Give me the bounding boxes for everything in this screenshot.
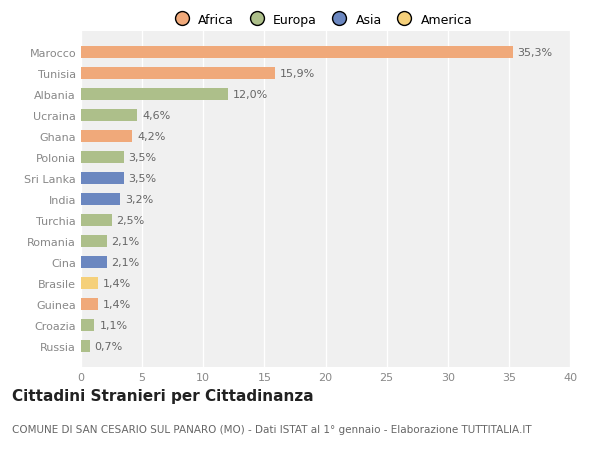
- Text: 4,2%: 4,2%: [137, 132, 166, 142]
- Bar: [81, 173, 124, 185]
- Text: 0,7%: 0,7%: [94, 341, 122, 351]
- Text: 12,0%: 12,0%: [233, 90, 268, 100]
- Bar: [81, 89, 228, 101]
- Bar: [81, 257, 107, 268]
- Bar: [81, 110, 137, 122]
- Text: 2,5%: 2,5%: [116, 216, 145, 225]
- Text: 1,4%: 1,4%: [103, 299, 131, 309]
- Text: 2,1%: 2,1%: [112, 257, 140, 268]
- Bar: [81, 236, 107, 247]
- Text: 2,1%: 2,1%: [112, 236, 140, 246]
- Bar: [81, 68, 275, 80]
- Bar: [81, 215, 112, 226]
- Text: 35,3%: 35,3%: [517, 48, 553, 58]
- Bar: [81, 131, 133, 143]
- Text: 3,2%: 3,2%: [125, 195, 153, 205]
- Legend: Africa, Europa, Asia, America: Africa, Europa, Asia, America: [164, 9, 478, 32]
- Bar: [81, 299, 98, 310]
- Bar: [81, 278, 98, 289]
- Text: 15,9%: 15,9%: [280, 69, 316, 79]
- Bar: [81, 194, 120, 206]
- Bar: [81, 152, 124, 163]
- Bar: [81, 319, 94, 331]
- Bar: [81, 47, 512, 59]
- Bar: [81, 341, 89, 352]
- Text: 3,5%: 3,5%: [128, 174, 157, 184]
- Text: COMUNE DI SAN CESARIO SUL PANARO (MO) - Dati ISTAT al 1° gennaio - Elaborazione : COMUNE DI SAN CESARIO SUL PANARO (MO) - …: [12, 425, 532, 435]
- Text: 1,1%: 1,1%: [100, 320, 127, 330]
- Text: 3,5%: 3,5%: [128, 153, 157, 163]
- Text: 4,6%: 4,6%: [142, 111, 170, 121]
- Text: 1,4%: 1,4%: [103, 279, 131, 288]
- Text: Cittadini Stranieri per Cittadinanza: Cittadini Stranieri per Cittadinanza: [12, 388, 314, 403]
